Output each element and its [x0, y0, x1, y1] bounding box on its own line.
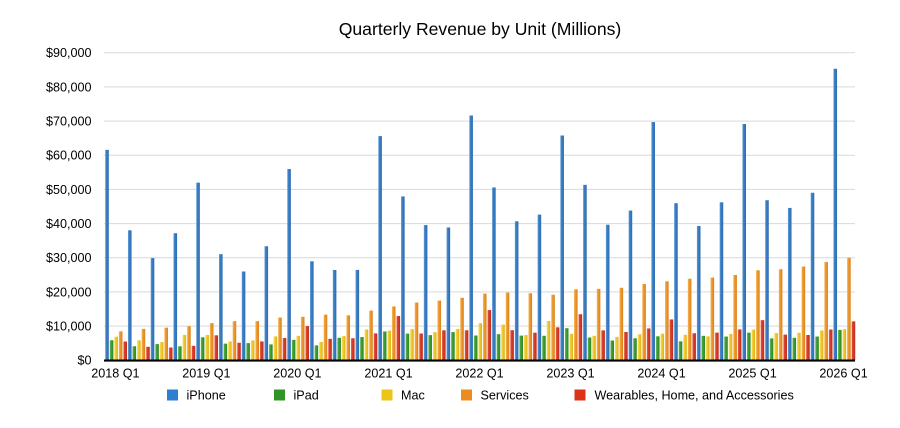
svg-text:2021 Q1: 2021 Q1	[364, 367, 412, 381]
svg-text:$20,000: $20,000	[46, 285, 92, 299]
svg-text:$80,000: $80,000	[46, 80, 92, 94]
svg-text:Mac: Mac	[401, 389, 425, 403]
svg-text:2019 Q1: 2019 Q1	[182, 367, 230, 381]
svg-text:$50,000: $50,000	[46, 183, 92, 197]
svg-text:2024 Q1: 2024 Q1	[637, 367, 685, 381]
svg-text:2023 Q1: 2023 Q1	[546, 367, 594, 381]
svg-text:iPad: iPad	[294, 389, 319, 403]
svg-text:2018 Q1: 2018 Q1	[91, 367, 139, 381]
svg-text:iPhone: iPhone	[187, 389, 226, 403]
svg-text:Quarterly Revenue by Unit (Mil: Quarterly Revenue by Unit (Millions)	[339, 19, 622, 39]
svg-text:Services: Services	[481, 389, 529, 403]
svg-text:2025 Q1: 2025 Q1	[728, 367, 776, 381]
svg-text:$0: $0	[77, 354, 91, 368]
svg-text:2020 Q1: 2020 Q1	[273, 367, 321, 381]
svg-text:2026 Q1: 2026 Q1	[819, 367, 867, 381]
svg-text:$60,000: $60,000	[46, 149, 92, 163]
svg-text:$10,000: $10,000	[46, 320, 92, 334]
svg-text:$30,000: $30,000	[46, 251, 92, 265]
svg-text:2022 Q1: 2022 Q1	[455, 367, 503, 381]
svg-text:$40,000: $40,000	[46, 217, 92, 231]
svg-text:$90,000: $90,000	[46, 46, 92, 60]
svg-text:Wearables, Home, and Accessori: Wearables, Home, and Accessories	[595, 389, 794, 403]
svg-text:$70,000: $70,000	[46, 115, 92, 129]
